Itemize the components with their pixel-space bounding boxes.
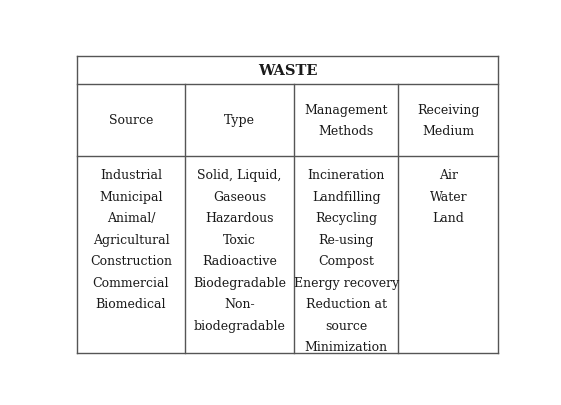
Text: WASTE: WASTE	[257, 64, 318, 78]
Text: Source: Source	[109, 114, 153, 127]
Text: Solid, Liquid,
Gaseous
Hazardous
Toxic
Radioactive
Biodegradable
Non-
biodegrada: Solid, Liquid, Gaseous Hazardous Toxic R…	[193, 168, 286, 332]
Text: Air
Water
Land: Air Water Land	[430, 168, 467, 224]
Text: Industrial
Municipal
Animal/
Agricultural
Construction
Commercial
Biomedical: Industrial Municipal Animal/ Agricultura…	[90, 168, 172, 310]
Text: Incineration
Landfilling
Recycling
Re-using
Compost
Energy recovery
Reduction at: Incineration Landfilling Recycling Re-us…	[293, 168, 399, 353]
Text: Management
Methods: Management Methods	[305, 103, 388, 137]
Text: Type: Type	[224, 114, 255, 127]
Text: Receiving
Medium: Receiving Medium	[417, 103, 480, 137]
